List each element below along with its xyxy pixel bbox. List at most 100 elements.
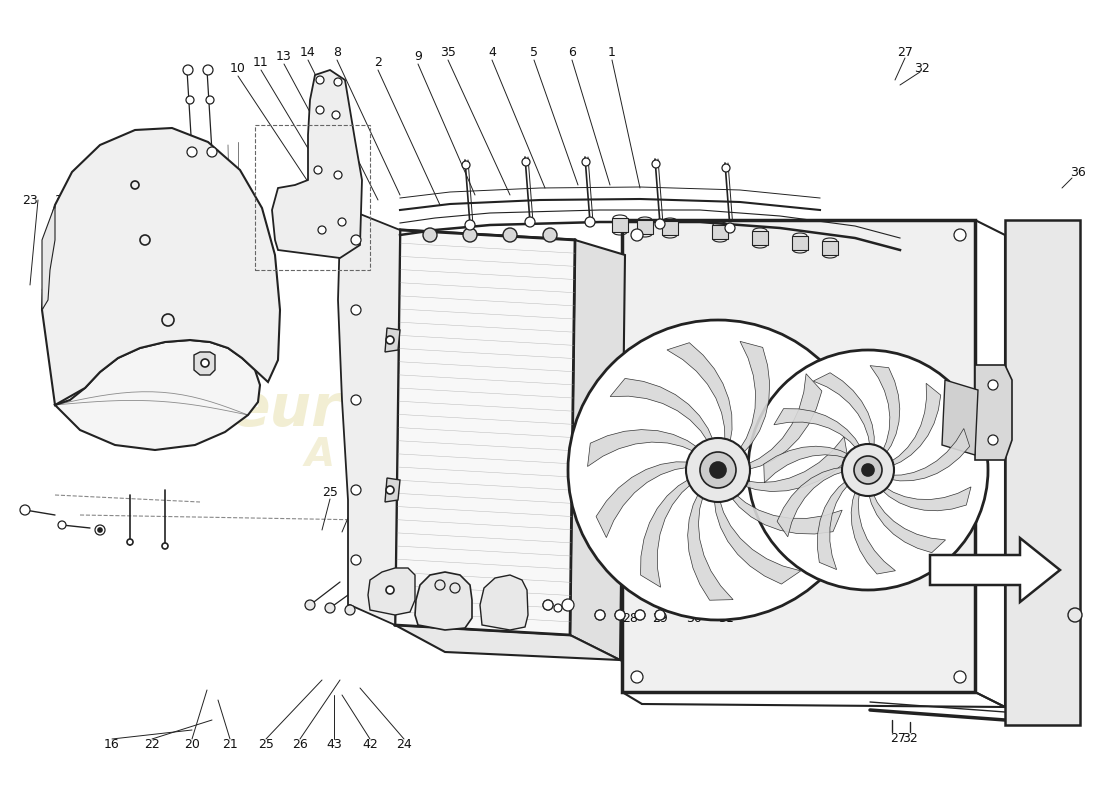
- Circle shape: [652, 160, 660, 168]
- Text: 8: 8: [333, 46, 341, 58]
- Circle shape: [654, 610, 666, 620]
- Circle shape: [386, 586, 394, 594]
- Polygon shape: [817, 479, 850, 570]
- Polygon shape: [729, 493, 843, 534]
- Text: 10: 10: [230, 62, 246, 74]
- Bar: [712, 225, 728, 239]
- Text: 4: 4: [488, 46, 496, 58]
- Circle shape: [201, 359, 209, 367]
- Circle shape: [332, 111, 340, 119]
- Circle shape: [314, 166, 322, 174]
- Circle shape: [465, 220, 475, 230]
- Text: 29: 29: [652, 611, 668, 625]
- Circle shape: [543, 228, 557, 242]
- Polygon shape: [610, 378, 714, 443]
- Circle shape: [386, 486, 394, 494]
- Polygon shape: [42, 128, 280, 405]
- Circle shape: [525, 217, 535, 227]
- Text: 3: 3: [54, 194, 62, 206]
- Text: 30: 30: [857, 435, 873, 449]
- Circle shape: [725, 223, 735, 233]
- Circle shape: [424, 228, 437, 242]
- Circle shape: [450, 583, 460, 593]
- Circle shape: [635, 610, 645, 620]
- Text: 32: 32: [902, 731, 917, 745]
- Circle shape: [710, 462, 726, 478]
- Polygon shape: [746, 374, 822, 470]
- Circle shape: [58, 521, 66, 529]
- Text: 16: 16: [104, 738, 120, 751]
- Polygon shape: [851, 489, 895, 574]
- Polygon shape: [368, 568, 415, 615]
- Polygon shape: [714, 498, 801, 584]
- Circle shape: [324, 603, 336, 613]
- Circle shape: [1068, 608, 1082, 622]
- Polygon shape: [415, 572, 472, 630]
- Circle shape: [316, 106, 324, 114]
- Circle shape: [842, 444, 894, 496]
- Text: 2: 2: [374, 55, 382, 69]
- Polygon shape: [385, 478, 400, 502]
- Circle shape: [988, 435, 998, 445]
- Text: 36: 36: [1070, 166, 1086, 178]
- Text: 5: 5: [530, 46, 538, 58]
- Text: A guide for parts: A guide for parts: [305, 436, 675, 474]
- Text: 26: 26: [348, 486, 364, 498]
- Text: 31: 31: [718, 611, 734, 625]
- Circle shape: [187, 147, 197, 157]
- Circle shape: [654, 610, 666, 620]
- Circle shape: [582, 158, 590, 166]
- Circle shape: [162, 543, 168, 549]
- Circle shape: [954, 671, 966, 683]
- Circle shape: [334, 78, 342, 86]
- Polygon shape: [42, 205, 55, 310]
- Text: 4: 4: [119, 194, 126, 206]
- Polygon shape: [395, 230, 575, 635]
- Bar: [612, 218, 628, 232]
- Circle shape: [462, 161, 470, 169]
- Circle shape: [595, 610, 605, 620]
- Circle shape: [615, 610, 625, 620]
- Circle shape: [98, 528, 102, 532]
- Polygon shape: [688, 491, 733, 600]
- Circle shape: [316, 76, 324, 84]
- Polygon shape: [621, 220, 975, 692]
- Polygon shape: [930, 538, 1060, 602]
- Circle shape: [351, 235, 361, 245]
- Circle shape: [615, 610, 625, 620]
- Polygon shape: [395, 625, 620, 660]
- Circle shape: [434, 580, 446, 590]
- Polygon shape: [596, 462, 691, 538]
- Circle shape: [522, 158, 530, 166]
- Polygon shape: [667, 342, 732, 445]
- Text: 20: 20: [184, 738, 200, 751]
- Circle shape: [503, 228, 517, 242]
- Circle shape: [562, 599, 574, 611]
- Text: 39: 39: [750, 551, 766, 565]
- Circle shape: [186, 96, 194, 104]
- Text: 33: 33: [590, 611, 606, 625]
- Circle shape: [543, 600, 553, 610]
- Text: 26: 26: [293, 738, 308, 751]
- Text: 15: 15: [417, 275, 433, 289]
- Text: 28: 28: [623, 611, 638, 625]
- Text: 7: 7: [468, 394, 476, 406]
- Circle shape: [351, 485, 361, 495]
- Polygon shape: [385, 328, 400, 352]
- Circle shape: [631, 671, 644, 683]
- Circle shape: [386, 336, 394, 344]
- Text: 14: 14: [300, 46, 316, 58]
- Polygon shape: [777, 467, 846, 537]
- Text: 25: 25: [258, 738, 274, 751]
- Polygon shape: [272, 70, 362, 258]
- Text: 22: 22: [144, 738, 159, 751]
- Circle shape: [20, 505, 30, 515]
- Polygon shape: [480, 575, 528, 630]
- Circle shape: [351, 305, 361, 315]
- Polygon shape: [889, 383, 940, 466]
- Circle shape: [351, 555, 361, 565]
- Text: 40: 40: [530, 611, 546, 625]
- Polygon shape: [570, 240, 625, 660]
- Circle shape: [206, 96, 214, 104]
- Text: 27: 27: [898, 46, 913, 58]
